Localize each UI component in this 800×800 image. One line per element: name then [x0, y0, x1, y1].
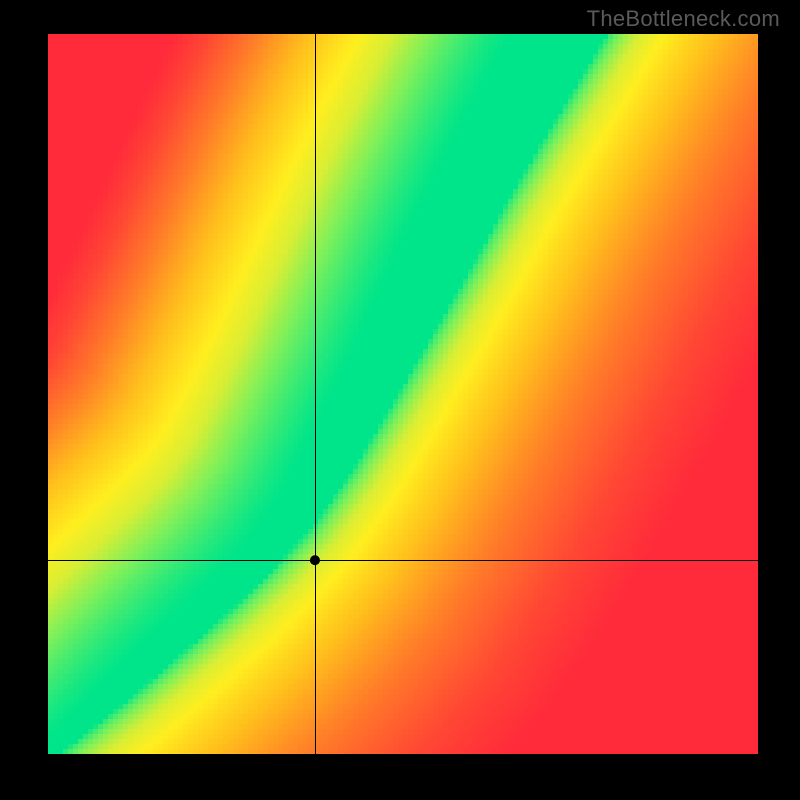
heatmap-canvas: [48, 34, 758, 754]
heatmap-plot: [48, 34, 758, 754]
watermark-text: TheBottleneck.com: [587, 6, 780, 32]
